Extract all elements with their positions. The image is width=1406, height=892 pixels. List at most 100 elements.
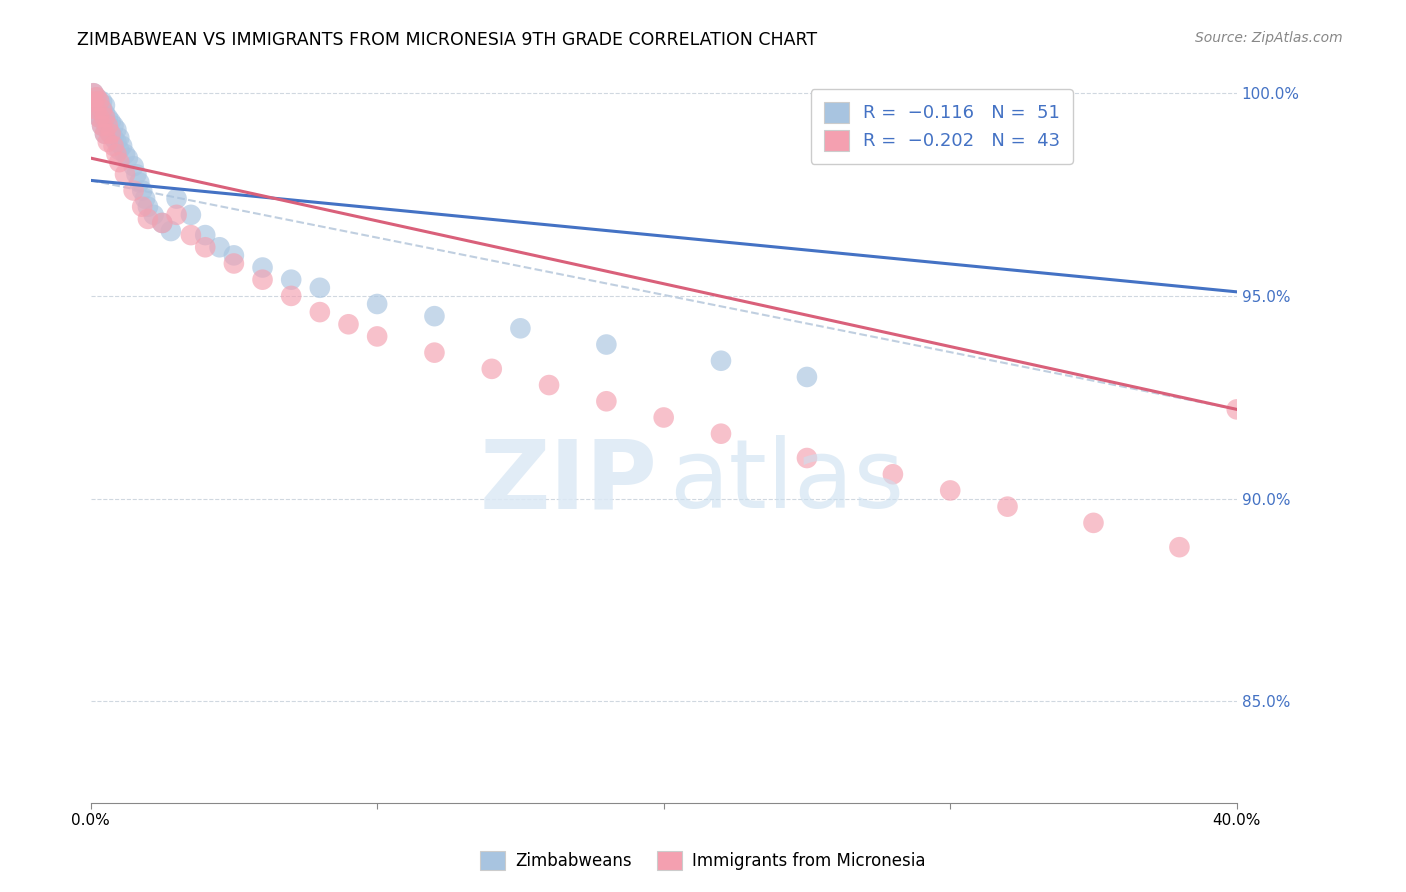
Point (194, 228, 217, 243)
Point (939, 483, 962, 498)
Point (86, 106, 108, 120)
Point (105, 147, 128, 161)
Point (89, 111, 111, 125)
Point (122, 159, 145, 173)
Point (160, 224, 183, 238)
Point (86, 98, 108, 112)
Point (100, 127, 122, 141)
Point (131, 184, 153, 198)
Point (882, 467, 904, 482)
Point (150, 216, 173, 230)
Point (108, 131, 131, 145)
Point (111, 139, 134, 153)
Point (89, 95, 111, 109)
Point (308, 281, 330, 295)
Point (136, 211, 159, 226)
Point (710, 353, 733, 368)
Point (595, 394, 617, 409)
Point (796, 450, 818, 465)
Point (89, 95, 111, 109)
Point (538, 378, 561, 392)
Point (86, 90, 108, 104)
Point (82, 87, 104, 101)
Point (103, 139, 125, 153)
Point (796, 370, 818, 384)
Point (94, 127, 117, 141)
Point (280, 273, 302, 287)
Point (91, 103, 114, 117)
Point (86, 103, 108, 117)
Text: atlas: atlas (669, 435, 904, 528)
Point (82, 95, 104, 109)
Point (280, 289, 302, 303)
Point (97, 135, 120, 149)
Point (166, 208, 188, 222)
Point (423, 345, 446, 359)
Point (100, 114, 122, 128)
Legend: Zimbabweans, Immigrants from Micronesia: Zimbabweans, Immigrants from Micronesia (474, 844, 932, 877)
Point (1083, 516, 1105, 530)
Point (82, 87, 104, 101)
Point (208, 240, 231, 254)
Point (125, 167, 148, 181)
Point (997, 500, 1019, 514)
Point (91, 103, 114, 117)
Point (94, 127, 117, 141)
Point (595, 337, 617, 351)
Point (252, 260, 274, 275)
Point (91, 95, 114, 109)
Point (366, 329, 388, 343)
Point (97, 119, 120, 133)
Point (103, 131, 125, 145)
Point (180, 228, 202, 243)
Point (337, 318, 360, 332)
Point (222, 256, 245, 270)
Point (100, 127, 122, 141)
Point (142, 208, 165, 222)
Text: Source: ZipAtlas.com: Source: ZipAtlas.com (1195, 31, 1343, 45)
Text: ZIP: ZIP (479, 435, 658, 528)
Point (308, 305, 330, 319)
Point (481, 362, 503, 376)
Text: ZIMBABWEAN VS IMMIGRANTS FROM MICRONESIA 9TH GRADE CORRELATION CHART: ZIMBABWEAN VS IMMIGRANTS FROM MICRONESIA… (77, 31, 817, 49)
Point (114, 167, 136, 181)
Point (252, 273, 274, 287)
Point (134, 192, 156, 206)
Point (710, 426, 733, 441)
Point (166, 192, 188, 206)
Point (108, 143, 131, 157)
Point (509, 321, 531, 335)
Point (150, 216, 173, 230)
Point (366, 297, 388, 311)
Point (94, 111, 117, 125)
Point (105, 122, 128, 136)
Point (82, 95, 104, 109)
Point (423, 309, 446, 323)
Point (91, 119, 114, 133)
Point (136, 200, 159, 214)
Legend: R =  −0.116   N =  51, R =  −0.202   N =  43: R = −0.116 N = 51, R = −0.202 N = 43 (811, 89, 1073, 163)
Point (94, 114, 117, 128)
Point (105, 135, 128, 149)
Point (94, 98, 117, 112)
Point (222, 248, 245, 262)
Point (97, 122, 120, 136)
Point (180, 208, 202, 222)
Point (86, 90, 108, 104)
Point (97, 111, 120, 125)
Point (117, 151, 139, 165)
Point (122, 184, 145, 198)
Point (108, 155, 131, 169)
Point (131, 200, 153, 214)
Point (91, 119, 114, 133)
Point (1226, 402, 1249, 417)
Point (94, 106, 117, 120)
Point (89, 103, 111, 117)
Point (652, 410, 675, 425)
Point (128, 175, 150, 189)
Point (114, 147, 136, 161)
Point (194, 240, 217, 254)
Point (1168, 540, 1191, 554)
Point (103, 119, 125, 133)
Point (89, 111, 111, 125)
